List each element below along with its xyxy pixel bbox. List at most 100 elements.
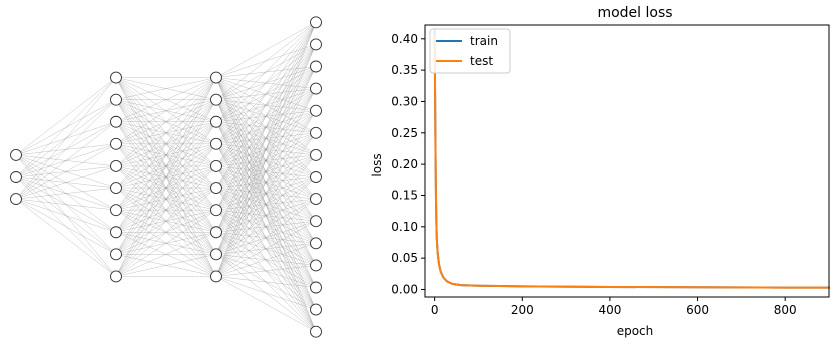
network-edge (215, 22, 317, 144)
y-tick-label: 0.25 (391, 126, 418, 140)
network-edge (115, 187, 217, 277)
network-node-layer-3 (210, 93, 222, 106)
network-edge (15, 198, 117, 277)
network-edge (115, 77, 217, 167)
network-node-layer-3 (210, 159, 222, 172)
network-node-layer-4 (310, 38, 322, 51)
network-edge (115, 165, 217, 277)
network-node-layer-3 (210, 270, 222, 283)
network-node-layer-2 (110, 159, 122, 172)
y-tick-label: 0.20 (391, 157, 418, 171)
network-edge (115, 99, 217, 277)
network-node-layer-4 (310, 237, 322, 250)
series-line-test (433, 34, 830, 289)
y-tick-label: 0.35 (391, 63, 418, 77)
network-edge (115, 77, 217, 122)
y-tick-label: 0.00 (391, 282, 418, 296)
network-edge (215, 221, 317, 277)
network-node-layer-4 (310, 303, 322, 316)
network-node-layer-4 (310, 259, 322, 272)
network-edge (215, 22, 317, 211)
network-edge (115, 143, 217, 277)
network-edge (115, 77, 217, 144)
network-edge (215, 22, 317, 78)
network-node-layer-4 (310, 171, 322, 183)
network-node-layer-3 (210, 137, 222, 150)
network-edge (215, 176, 317, 277)
x-axis-label: epoch (617, 324, 654, 338)
network-node-layer-3 (210, 248, 222, 261)
network-edges (15, 22, 317, 332)
network-edge (215, 198, 317, 277)
network-node-layer-4 (310, 193, 322, 206)
network-node-layer-1 (10, 148, 22, 161)
y-axis-label: loss (370, 153, 384, 176)
network-edge (115, 77, 217, 211)
x-tick-label: 600 (686, 303, 709, 317)
network-node-layer-4 (310, 60, 322, 73)
network-node-layer-4 (310, 16, 322, 29)
network-edge (115, 254, 217, 277)
network-node-layer-2 (110, 93, 122, 106)
network-node-layer-3 (210, 226, 222, 239)
chart-title: model loss (597, 5, 672, 21)
neural-network-diagram (10, 16, 322, 338)
network-edge (15, 187, 117, 200)
y-axis-ticks: 0.00 0.05 0.10 0.15 0.20 0.25 0.30 0.35 0.40 (391, 32, 425, 296)
x-tick-label: 800 (774, 303, 797, 317)
network-edge (215, 22, 317, 100)
network-edge (15, 99, 117, 200)
network-node-layer-2 (110, 115, 122, 128)
y-tick-label: 0.05 (391, 251, 418, 265)
network-node-layer-4 (310, 281, 322, 294)
y-tick-label: 0.15 (391, 188, 418, 202)
network-node-layer-3 (210, 182, 222, 195)
network-node-layer-3 (210, 71, 222, 84)
network-edge (215, 22, 317, 122)
network-edge (115, 77, 217, 233)
plot-frame (424, 24, 830, 298)
network-node-layer-3 (210, 204, 222, 217)
network-node-layer-4 (310, 82, 322, 95)
network-edge (115, 77, 217, 255)
legend-label-test: test (470, 54, 493, 68)
network-node-layer-2 (110, 270, 122, 283)
network-edge (15, 165, 117, 200)
network-node-layer-3 (210, 115, 222, 128)
network-edge (115, 77, 217, 277)
network-node-layer-2 (110, 248, 122, 261)
network-edge (15, 198, 117, 233)
network-edge (215, 265, 317, 277)
network-edge (215, 154, 317, 277)
network-edge (115, 210, 217, 277)
network-edge (15, 198, 117, 255)
network-edge (215, 22, 317, 167)
network-edge (215, 276, 317, 288)
network-node-layer-1 (10, 193, 22, 206)
network-edge (115, 121, 217, 277)
plot-lines (433, 28, 830, 289)
network-node-layer-4 (310, 215, 322, 228)
network-node-layer-1 (10, 171, 22, 183)
x-tick-label: 400 (598, 303, 621, 317)
network-edge (15, 77, 117, 200)
network-edge (215, 276, 317, 332)
network-edge (215, 110, 317, 277)
network-node-layer-2 (110, 226, 122, 239)
network-edge (115, 77, 217, 100)
network-edge (215, 88, 317, 277)
loss-chart: model loss 0.000.050.100.150.200.250.300… (370, 5, 830, 338)
network-edge (115, 77, 217, 189)
network-node-layer-4 (310, 104, 322, 117)
network-node-layer-4 (310, 325, 322, 338)
network-edge (215, 44, 317, 277)
network-edge (215, 22, 317, 189)
network-edge (215, 22, 317, 233)
network-edge (15, 77, 117, 156)
network-node-layer-2 (110, 137, 122, 150)
x-axis-ticks: 0 200 400 600 800 (431, 297, 797, 317)
network-edge (215, 243, 317, 277)
network-edge (15, 77, 117, 178)
